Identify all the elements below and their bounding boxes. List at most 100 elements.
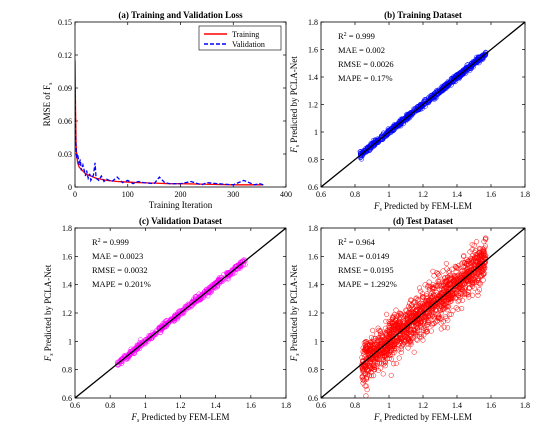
scatter-point — [419, 300, 425, 306]
scatter-point — [434, 270, 440, 276]
scatter-point — [462, 285, 469, 291]
scatter-point — [459, 306, 465, 312]
scatter-point — [480, 246, 487, 252]
scatter-point — [397, 314, 403, 320]
panel-title: (c) Validation Dataset — [139, 216, 222, 226]
stat-line: RMSE = 0.0026 — [338, 59, 394, 69]
scatter-point — [476, 269, 482, 275]
scatter-point — [185, 304, 191, 310]
scatter-point — [365, 343, 372, 349]
y-tick-label: 1.4 — [308, 281, 318, 290]
scatter-point — [396, 323, 402, 329]
scatter-point — [416, 285, 423, 291]
scatter-point — [425, 319, 431, 325]
scatter-point — [220, 276, 226, 282]
scatter-point — [438, 320, 444, 326]
scatter-point — [469, 263, 475, 269]
scatter-point — [359, 361, 365, 367]
scatter-point — [362, 371, 368, 377]
scatter-point — [364, 349, 370, 355]
scatter-point — [414, 330, 420, 336]
scatter-point — [390, 319, 396, 325]
y-axis-label: Fs Predicted by PCLA-Net — [43, 264, 55, 362]
scatter-point — [360, 150, 366, 156]
scatter-point — [386, 344, 392, 350]
scatter-point — [415, 106, 421, 112]
scatter-point — [198, 293, 205, 299]
scatter-point — [389, 351, 395, 357]
scatter-point — [413, 324, 419, 330]
scatter-point — [435, 279, 441, 285]
scatter-point — [466, 285, 472, 292]
scatter-point — [367, 349, 373, 356]
scatter-point — [387, 355, 393, 361]
scatter-point — [398, 324, 404, 330]
scatter-point — [444, 266, 450, 272]
scatter-point — [375, 325, 381, 331]
scatter-point — [435, 315, 441, 321]
scatter-point — [384, 346, 391, 352]
scatter-point — [153, 331, 159, 337]
y-axis-label: RMSE of Fs — [42, 82, 54, 127]
x-tick-label: 0.8 — [105, 401, 115, 410]
scatter-point — [208, 286, 214, 292]
x-tick-label: 1.8 — [281, 401, 291, 410]
scatter-point — [461, 253, 467, 259]
x-tick-label: 1.4 — [211, 401, 221, 410]
axes-frame — [320, 21, 526, 188]
scatter-point — [151, 331, 157, 337]
scatter-point — [383, 318, 389, 325]
stat-r2: R2 = 0.999 — [338, 31, 375, 41]
scatter-point — [424, 301, 430, 307]
scatter-point — [163, 322, 169, 328]
y-tick-label: 0.06 — [58, 117, 72, 126]
scatter-point — [436, 293, 442, 299]
scatter-point — [445, 325, 451, 331]
scatter-point — [439, 300, 445, 306]
scatter-point — [434, 292, 440, 298]
scatter-point — [379, 355, 385, 361]
legend-label: Validation — [232, 40, 265, 49]
scatter-point — [440, 306, 446, 312]
scatter-point — [169, 316, 175, 322]
scatter-point — [407, 338, 413, 344]
scatter-point — [428, 328, 434, 334]
scatter-point — [442, 278, 448, 285]
scatter-point — [140, 340, 146, 346]
stat-line: RMSE = 0.0195 — [338, 265, 394, 275]
scatter-point — [369, 373, 375, 379]
x-tick-label: 0.6 — [70, 401, 80, 410]
scatter-point — [472, 247, 479, 254]
scatter-point — [414, 308, 420, 314]
y-tick-label: 0.12 — [58, 51, 72, 60]
scatter-point — [379, 347, 385, 354]
scatter-point — [381, 348, 387, 354]
scatter-point — [433, 282, 439, 289]
y-tick-label: 1.8 — [62, 224, 72, 233]
scatter-point — [380, 371, 386, 377]
series-line-validation — [75, 87, 264, 186]
x-tick-label: 1.6 — [486, 190, 496, 199]
scatter-point — [436, 315, 442, 322]
x-axis-label: Fs Predicted by FEM-LEM — [130, 412, 229, 423]
scatter-point — [477, 246, 483, 252]
stat-line: MAPE = 0.201% — [92, 279, 151, 289]
panel-2: (b) Training Dataset 0.6 0.8 1 1.2 1.4 1.6 1.8 0… — [289, 10, 530, 213]
scatter-point — [408, 297, 414, 303]
scatter-point — [463, 271, 469, 277]
scatter-point — [449, 292, 455, 298]
scatter-point — [476, 264, 482, 270]
scatter-point — [366, 349, 372, 355]
plot-area — [321, 228, 525, 398]
scatter-point — [469, 247, 475, 253]
scatter-point — [457, 294, 463, 300]
scatter-point — [481, 249, 487, 255]
scatter-point — [420, 294, 426, 300]
scatter-point — [423, 303, 429, 309]
scatter-point — [372, 367, 378, 373]
scatter-point — [408, 327, 414, 333]
scatter-point — [411, 314, 417, 320]
series-line-training — [75, 60, 264, 186]
scatter-point — [384, 356, 390, 362]
scatter-point — [392, 324, 398, 330]
